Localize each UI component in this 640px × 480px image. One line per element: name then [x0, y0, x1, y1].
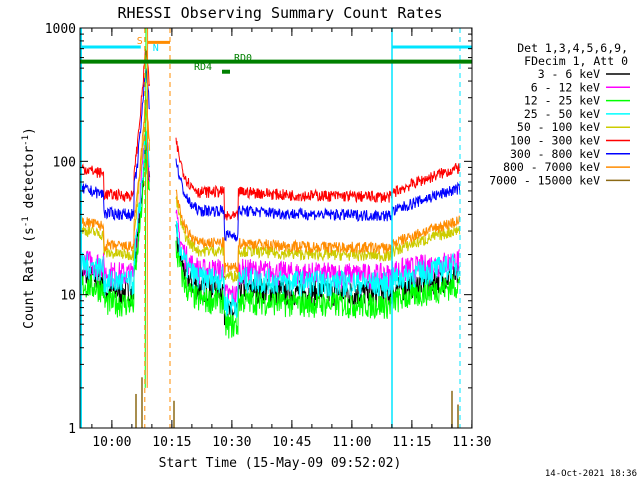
series-line-8 [80, 95, 461, 274]
legend-label-9: 7000 - 15000 keV [489, 173, 600, 187]
x-tick-label: 10:15 [152, 435, 191, 450]
y-tick-label: 1 [68, 422, 76, 437]
axes: 1 10 100 1000 10:00 10:15 10:30 10:45 11:00 11:15… [21, 22, 491, 450]
series-line-5 [80, 107, 461, 284]
x-tick-label: 10:30 [212, 435, 251, 450]
legend-label-7: 300 - 800 keV [510, 147, 600, 161]
footer-date: 14-Oct-2021 18:36 [545, 469, 637, 479]
plot-frame [79, 27, 473, 429]
y-axis-label-part: Count Rate (s [22, 227, 37, 329]
series-line-4 [80, 129, 461, 318]
flag-label-s: S [137, 36, 143, 47]
plot-area: SN RD0 RD4 [80, 28, 472, 428]
series-line-7 [80, 68, 461, 242]
flare-spike-green [144, 28, 147, 388]
legend-label-2: 6 - 12 keV [531, 80, 600, 94]
y-axis-label-part: ) [22, 127, 37, 135]
x-tick-label: 11:15 [392, 435, 431, 450]
y-axis-label-part: detector [22, 146, 37, 217]
y-tick-label: 10 [60, 289, 76, 304]
legend: Det 1,3,4,5,6,9,FDecim 1, Att 03 - 6 keV… [489, 41, 630, 187]
legend-label-4: 25 - 50 keV [524, 107, 600, 121]
series-line-3 [80, 150, 461, 339]
flag-label-n: N [153, 43, 159, 54]
y-tick-label: 1000 [45, 22, 76, 37]
x-tick-label: 11:30 [452, 435, 491, 450]
legend-label-1: 3 - 6 keV [538, 67, 600, 81]
legend-label-3: 12 - 25 keV [524, 94, 600, 108]
x-tick-label: 10:45 [272, 435, 311, 450]
y-axis-label-part: -1 [21, 216, 31, 227]
x-tick-label: 10:00 [92, 435, 131, 450]
legend-header: Det 1,3,4,5,6,9, [517, 41, 628, 55]
chart-title: RHESSI Observing Summary Count Rates [117, 4, 442, 22]
flag-label-rd0: RD0 [234, 53, 252, 64]
legend-label-5: 50 - 100 keV [517, 120, 600, 134]
y-axis-label-part: -1 [21, 135, 31, 146]
x-axis-label: Start Time (15-May-09 09:52:02) [159, 456, 402, 471]
y-tick-label: 100 [53, 155, 76, 170]
legend-label-8: 800 - 7000 keV [503, 160, 600, 174]
y-axis-label: Count Rate (s-1 detector-1) [21, 127, 37, 329]
legend-header: FDecim 1, Att 0 [524, 54, 628, 68]
legend-label-6: 100 - 300 keV [510, 134, 600, 148]
x-tick-label: 11:00 [332, 435, 371, 450]
series-line-6 [80, 48, 461, 221]
flag-label-rd4: RD4 [194, 62, 212, 73]
